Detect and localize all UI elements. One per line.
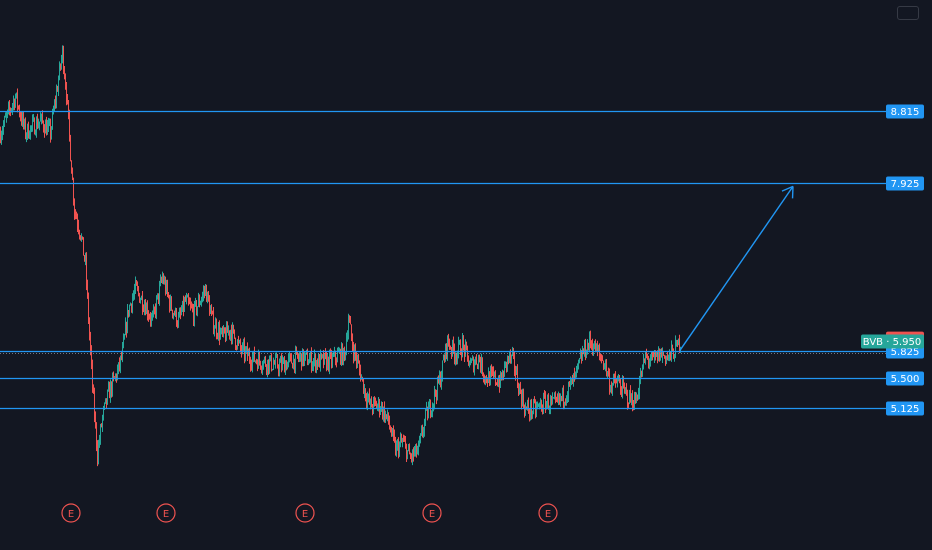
earnings-marker[interactable]: [295, 503, 315, 523]
earnings-marker-label: E: [163, 509, 169, 520]
earnings-marker-label: E: [545, 509, 551, 520]
projection-arrow-head: [781, 185, 794, 192]
projection-arrow[interactable]: [679, 185, 794, 351]
earnings-marker-label: E: [429, 509, 435, 520]
level-label: 7.925: [891, 179, 920, 190]
level-label: 8.815: [891, 107, 920, 118]
symbol-tag: [861, 334, 924, 349]
candles: [0, 45, 681, 467]
level-label-box: [886, 401, 924, 416]
level-label: 5.825: [891, 347, 920, 358]
symbol-tag-label: BVB · 5.950: [863, 337, 921, 348]
earnings-marker-label: E: [302, 509, 308, 520]
chart-settings-button[interactable]: [897, 6, 919, 20]
earnings-marker[interactable]: [538, 503, 558, 523]
level-label-box: [886, 104, 924, 119]
level-label-box: [886, 371, 924, 386]
earnings-marker[interactable]: [61, 503, 81, 523]
level-label: 5.125: [891, 404, 920, 415]
earnings-marker[interactable]: [422, 503, 442, 523]
level-label: 5.500: [891, 374, 920, 385]
level-label-box: [886, 176, 924, 191]
earnings-marker-label: E: [68, 509, 74, 520]
earnings-marker[interactable]: [156, 503, 176, 523]
